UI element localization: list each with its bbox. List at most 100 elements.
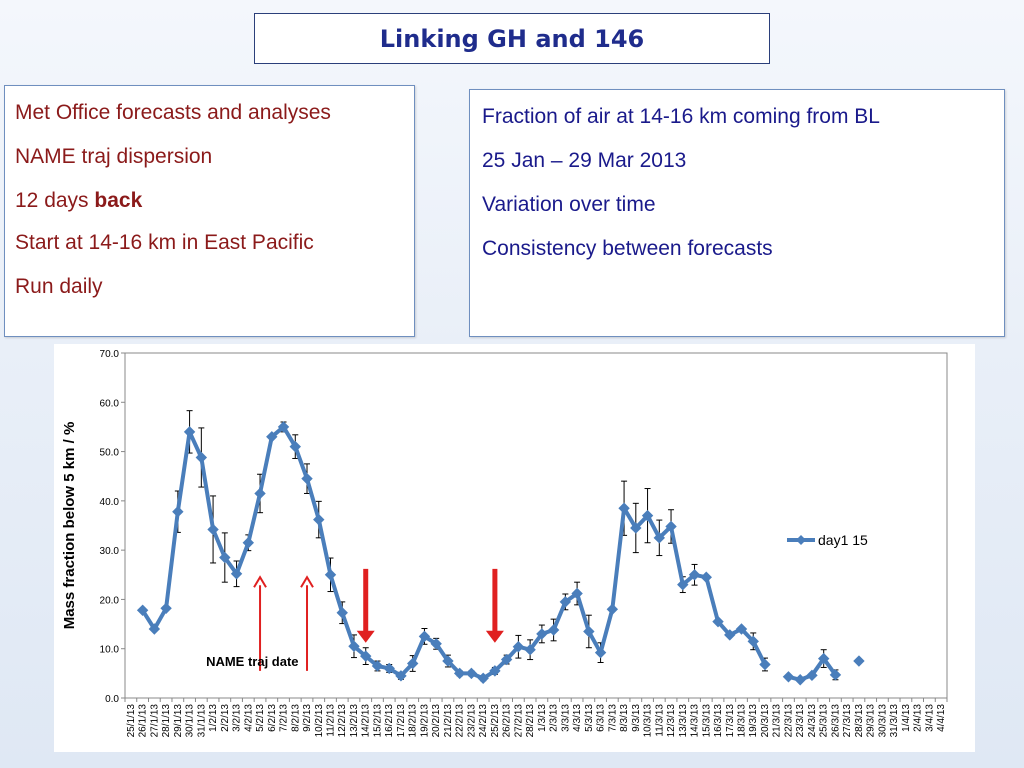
x-tick-label: 27/2/13 (513, 704, 524, 738)
x-tick-label: 16/2/13 (384, 704, 395, 738)
x-tick-label: 22/2/13 (455, 704, 466, 738)
x-tick-label: 12/2/13 (337, 704, 348, 738)
thick-arrow-head (485, 630, 504, 643)
x-tick-label: 26/1/13 (138, 704, 149, 738)
x-tick-label: 5/2/13 (255, 704, 266, 732)
x-tick-label: 23/2/13 (466, 704, 477, 738)
left-info-panel: Met Office forecasts and analyses NAME t… (4, 85, 415, 337)
data-point (324, 569, 337, 581)
data-point (594, 646, 607, 659)
data-point (559, 596, 572, 608)
x-tick-label: 17/2/13 (396, 704, 407, 738)
left-line-1: Met Office forecasts and analyses (15, 101, 331, 124)
data-point (430, 638, 442, 650)
x-tick-label: 17/3/13 (725, 704, 736, 738)
data-point (806, 669, 818, 682)
x-tick-label: 11/2/13 (326, 704, 337, 737)
plot-frame (124, 352, 948, 699)
right-line-1: Fraction of air at 14-16 km coming from … (482, 105, 880, 128)
x-tick-label: 26/3/13 (830, 704, 841, 738)
series-line (140, 424, 767, 681)
y-tick-label: 60.0 (100, 398, 120, 409)
data-point (618, 502, 630, 514)
data-point (195, 451, 208, 464)
x-tick-label: 3/4/13 (924, 704, 935, 732)
x-tick-label: 21/2/13 (443, 704, 454, 738)
data-point (254, 487, 266, 500)
left-line-2: NAME traj dispersion (15, 145, 213, 168)
x-tick-label: 26/2/13 (502, 704, 513, 738)
data-point (277, 421, 290, 433)
data-point (301, 472, 313, 485)
x-tick-label: 1/2/13 (208, 704, 219, 732)
left-line-3-bold: back (94, 189, 143, 212)
data-point (512, 641, 525, 653)
data-point (442, 655, 454, 667)
x-tick-label: 29/1/13 (173, 704, 184, 738)
data-point (489, 665, 501, 677)
x-tick-label: 18/2/13 (408, 704, 419, 738)
data-point (817, 652, 830, 665)
data-point (266, 431, 278, 443)
x-tick-label: 2/2/13 (220, 704, 231, 732)
data-point (406, 657, 419, 670)
x-tick-label: 14/3/13 (690, 704, 701, 738)
x-tick-label: 3/2/13 (232, 704, 243, 732)
data-point (735, 623, 748, 635)
right-line-2: 25 Jan – 29 Mar 2013 (482, 149, 687, 172)
x-tick-label: 8/3/13 (619, 704, 630, 732)
data-point (183, 426, 196, 438)
data-point (242, 537, 255, 549)
data-point (172, 505, 184, 518)
data-point (630, 522, 642, 534)
data-point (289, 440, 301, 453)
data-point (782, 671, 795, 683)
x-tick-label: 9/2/13 (302, 704, 313, 732)
right-line-3: Variation over time (482, 193, 656, 216)
y-tick-label: 70.0 (100, 349, 120, 360)
x-tick-label: 24/2/13 (478, 704, 489, 738)
x-tick-label: 21/3/13 (772, 704, 783, 738)
x-tick-label: 10/3/13 (643, 704, 654, 738)
x-tick-label: 28/2/13 (525, 704, 536, 738)
data-point (677, 578, 689, 591)
x-tick-label: 31/1/13 (196, 704, 207, 738)
data-point (794, 674, 806, 686)
x-tick-label: 19/3/13 (748, 704, 759, 738)
x-tick-label: 4/2/13 (243, 704, 254, 732)
data-point (536, 628, 548, 640)
data-point (348, 640, 360, 652)
x-tick-label: 6/3/13 (596, 704, 607, 732)
y-tick-label: 10.0 (100, 645, 120, 656)
x-tick-label: 25/2/13 (490, 704, 501, 738)
x-tick-label: 7/2/13 (279, 704, 290, 732)
data-point (395, 670, 407, 682)
y-axis-label: Mass fraction below 5 km / % (61, 422, 78, 630)
x-tick-label: 2/3/13 (549, 704, 560, 732)
y-tick-label: 40.0 (100, 497, 120, 508)
x-tick-label: 18/3/13 (737, 704, 748, 738)
data-point (653, 532, 666, 544)
data-point (336, 607, 348, 619)
left-line-4: Start at 14-16 km in East Pacific (15, 231, 314, 254)
data-point (524, 643, 536, 656)
x-tick-label: 20/2/13 (431, 704, 442, 738)
data-point (688, 569, 701, 581)
data-point (219, 551, 231, 564)
x-tick-label: 27/1/13 (149, 704, 160, 738)
x-tick-label: 27/3/13 (842, 704, 853, 738)
x-tick-label: 30/1/13 (185, 704, 196, 738)
x-tick-label: 28/3/13 (854, 704, 865, 738)
x-tick-label: 12/3/13 (666, 704, 677, 738)
thin-arrow-head (300, 575, 314, 588)
right-line-4: Consistency between forecasts (482, 237, 773, 260)
data-point (313, 513, 325, 526)
thin-arrow-head (253, 575, 267, 588)
x-tick-label: 13/2/13 (349, 704, 360, 738)
x-tick-label: 19/2/13 (419, 704, 430, 738)
title-box: Linking GH and 146 (254, 13, 770, 64)
x-tick-label: 4/3/13 (572, 704, 583, 732)
x-tick-label: 29/3/13 (866, 704, 877, 738)
x-tick-label: 16/3/13 (713, 704, 724, 738)
data-point (829, 669, 842, 681)
